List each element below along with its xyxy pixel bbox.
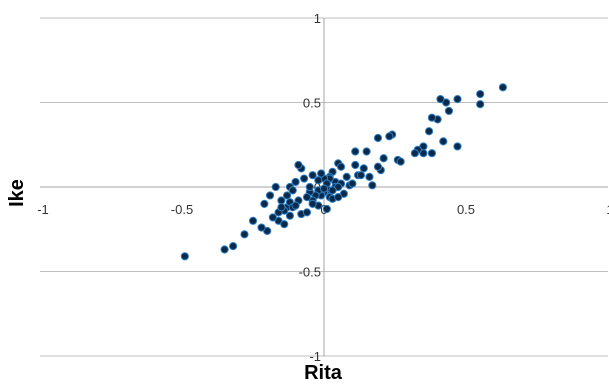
- data-point: [302, 208, 312, 217]
- data-point: [359, 164, 368, 173]
- data-point: [248, 216, 258, 225]
- data-point: [427, 149, 437, 158]
- data-point: [317, 169, 326, 178]
- x-tick-label: 0.5: [457, 202, 475, 217]
- data-point: [260, 199, 269, 208]
- data-point: [268, 213, 277, 222]
- data-point: [385, 132, 394, 141]
- y-tick-label: 1: [314, 11, 321, 26]
- data-point: [308, 199, 317, 208]
- data-point: [476, 100, 485, 109]
- data-point: [314, 176, 323, 185]
- data-point: [348, 179, 357, 188]
- y-tick-label: -0.5: [299, 265, 321, 280]
- x-tick-label: 1: [606, 202, 609, 217]
- data-point: [288, 186, 297, 195]
- data-point: [444, 106, 454, 116]
- x-tick-label: -1: [37, 202, 49, 217]
- data-point: [328, 186, 337, 195]
- data-point: [294, 160, 303, 170]
- data-point: [240, 230, 249, 239]
- data-points: [180, 83, 508, 261]
- data-point: [319, 184, 329, 193]
- data-point: [280, 220, 289, 229]
- data-point: [410, 149, 419, 158]
- data-point: [277, 203, 286, 212]
- data-point: [373, 133, 383, 143]
- data-point: [265, 191, 275, 200]
- data-point: [257, 223, 266, 232]
- data-point: [453, 142, 462, 151]
- data-point: [373, 162, 383, 171]
- data-point: [427, 113, 437, 122]
- data-point: [322, 204, 331, 214]
- y-tick-label: -1: [309, 349, 321, 364]
- data-point: [300, 174, 309, 183]
- y-tick-label: 0.5: [303, 96, 321, 111]
- data-point: [365, 172, 374, 181]
- data-point: [368, 181, 377, 190]
- data-point: [362, 147, 371, 156]
- data-point: [334, 193, 343, 202]
- data-point: [356, 171, 366, 180]
- data-point: [305, 182, 314, 192]
- data-point: [291, 177, 300, 187]
- data-point: [396, 157, 405, 166]
- y-axis-title: Ike: [6, 179, 28, 207]
- data-point: [271, 182, 280, 192]
- data-point: [291, 201, 300, 210]
- x-tick-label: -0.5: [171, 202, 193, 217]
- data-point: [180, 252, 189, 261]
- data-point: [436, 95, 445, 104]
- data-point: [308, 171, 317, 180]
- data-point: [379, 154, 388, 163]
- data-point: [302, 193, 312, 202]
- data-point: [351, 160, 360, 170]
- data-point: [277, 196, 286, 205]
- data-point: [476, 89, 485, 99]
- data-point: [439, 137, 448, 146]
- data-point: [351, 147, 360, 156]
- data-point: [282, 191, 292, 200]
- data-point: [342, 172, 351, 181]
- data-point: [336, 162, 346, 171]
- x-axis-title: Rita: [304, 362, 343, 383]
- data-point: [453, 95, 462, 104]
- data-point: [229, 242, 238, 251]
- data-point: [498, 83, 508, 92]
- data-point: [220, 245, 229, 254]
- data-point: [285, 211, 295, 220]
- data-point: [424, 127, 434, 136]
